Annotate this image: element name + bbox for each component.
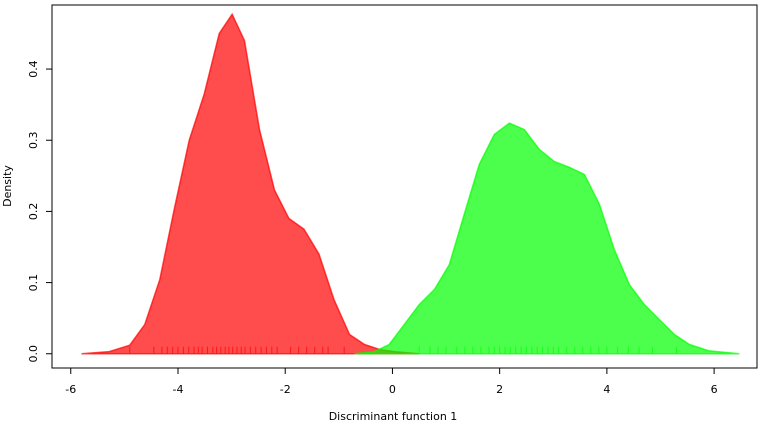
y-tick-label: 0.1 bbox=[27, 274, 40, 292]
x-axis-label: Discriminant function 1 bbox=[329, 410, 458, 423]
x-tick-label: 6 bbox=[711, 383, 718, 396]
x-tick-label: 2 bbox=[496, 383, 503, 396]
x-tick-label: -2 bbox=[280, 383, 291, 396]
x-tick-label: -4 bbox=[173, 383, 184, 396]
y-tick-label: 0.4 bbox=[27, 60, 40, 78]
x-tick-label: 4 bbox=[603, 383, 610, 396]
density-area bbox=[354, 122, 740, 355]
y-tick-label: 0.3 bbox=[27, 131, 40, 149]
plot-box bbox=[51, 4, 758, 369]
x-tick-label: 0 bbox=[389, 383, 396, 396]
y-tick-label: 0.2 bbox=[27, 203, 40, 221]
y-tick-label: 0.0 bbox=[27, 345, 40, 363]
x-tick-label: -6 bbox=[65, 383, 76, 396]
density-area bbox=[81, 12, 420, 355]
y-axis-label: Density bbox=[1, 165, 14, 207]
